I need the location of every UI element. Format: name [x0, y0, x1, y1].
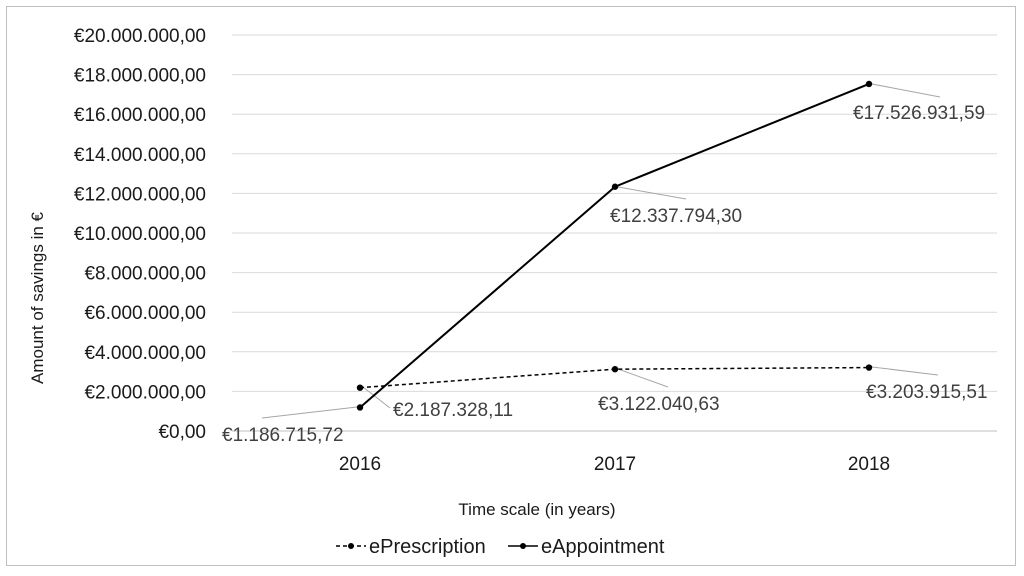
data-label-eprescription: €3.203.915,51 [866, 382, 988, 403]
data-label-eappointment: €12.337.794,30 [610, 206, 742, 227]
legend-marker-eprescription [348, 543, 354, 549]
data-point-eprescription [865, 364, 873, 371]
data-point-eappointment [865, 80, 873, 88]
chart-frame [6, 6, 1016, 566]
x-tick-label: 2018 [848, 454, 890, 475]
legend-item-eprescription: ePrescription [336, 536, 486, 558]
x-tick-label: 2017 [594, 454, 636, 475]
legend-marker-eappointment [520, 543, 526, 549]
data-point-eappointment [356, 404, 364, 411]
y-axis-title: Amount of savings in € [28, 211, 47, 384]
data-label-leader [362, 386, 391, 409]
y-tick-label: €18.000.000,00 [74, 66, 206, 87]
y-tick-label: €14.000.000,00 [74, 145, 206, 166]
x-tick-label: 2016 [339, 454, 381, 475]
data-labels: €2.187.328,11 €3.122.040,63 €3.203.915,51 €… [222, 103, 988, 446]
data-point-eprescription [611, 365, 619, 373]
legend: ePrescription eAppointment [336, 536, 665, 558]
x-axis-title: Time scale (in years) [458, 500, 615, 519]
data-label-eappointment: €17.526.931,59 [853, 103, 985, 124]
y-axis-ticks: €0,00 €2.000.000,00 €4.000.000,00 €6.000.00… [74, 26, 206, 443]
data-label-leader [261, 406, 358, 419]
legend-label-eappointment: eAppointment [541, 536, 665, 558]
gridlines [232, 34, 997, 432]
series-line-eappointment [359, 83, 870, 409]
y-tick-label: €4.000.000,00 [84, 343, 206, 364]
data-label-eappointment: €1.186.715,72 [222, 425, 344, 446]
data-point-eprescription [356, 384, 364, 391]
legend-label-eprescription: ePrescription [369, 536, 486, 558]
series-lines [356, 80, 873, 411]
y-tick-label: €2.000.000,00 [84, 382, 206, 403]
y-tick-label: €20.000.000,00 [74, 26, 206, 47]
data-label-eprescription: €3.122.040,63 [598, 394, 720, 415]
data-label-leader [871, 83, 941, 98]
data-label-eprescription: €2.187.328,11 [393, 400, 513, 421]
y-tick-label: €0,00 [158, 422, 206, 443]
y-tick-label: €12.000.000,00 [74, 184, 206, 205]
data-point-eappointment [611, 183, 619, 190]
y-tick-label: €10.000.000,00 [74, 224, 206, 245]
y-tick-label: €16.000.000,00 [74, 105, 206, 126]
x-axis-ticks: 2016 2017 2018 [339, 454, 890, 475]
y-tick-label: €6.000.000,00 [84, 303, 206, 324]
data-label-leader [617, 186, 687, 200]
legend-item-eappointment: eAppointment [508, 536, 665, 558]
data-label-leaders [261, 83, 941, 419]
data-label-leader [617, 368, 669, 388]
data-label-leader [871, 366, 939, 376]
y-tick-label: €8.000.000,00 [84, 264, 206, 285]
